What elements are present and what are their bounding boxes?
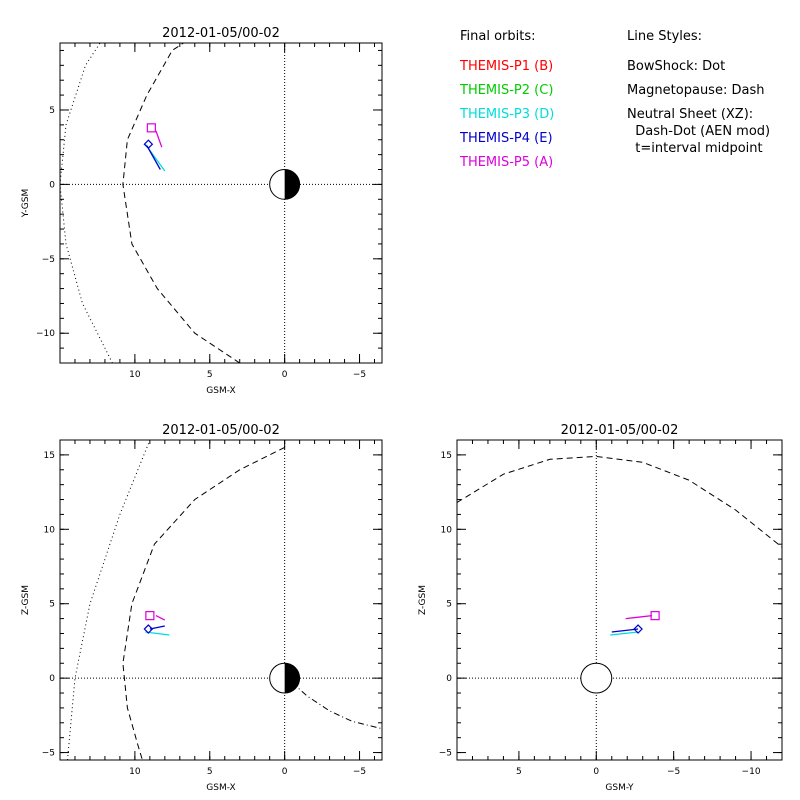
legend-orbits-title: Final orbits: [460,29,536,44]
legend-probe-p2: THEMIS-P2 (C) [459,83,553,98]
marker-themis-p5 [146,123,156,133]
y-tick-label: 10 [44,525,56,535]
x-tick-label: −10 [742,767,761,777]
legend-style-bowshock: BowShock: Dot [627,59,725,74]
legend-probe-p1: THEMIS-P1 (B) [459,59,553,74]
y-tick-label: 5 [49,600,55,610]
chart-title: 2012-01-05/00-02 [561,423,679,438]
plot-frame [59,439,383,761]
legend-probe-p4: THEMIS-P4 (E) [459,131,553,146]
bowshock-line [67,440,151,760]
magnetopause-line [122,43,240,363]
y-axis-label: Y-GSM [21,189,31,218]
x-axis-label: GSM-Y [605,783,634,793]
x-axis-label: GSM-X [206,783,235,793]
y-tick-label: −5 [439,749,452,759]
x-tick-label: 0 [282,767,288,777]
earth-night-side [284,663,300,694]
x-tick-label: 10 [129,767,141,777]
orbit-themis-p5 [155,130,163,148]
y-axis-label: Z-GSM [418,585,428,615]
x-tick-label: −5 [353,767,366,777]
y-tick-label: 15 [441,451,452,461]
x-tick-label: 5 [207,767,213,777]
chart-title: 2012-01-05/00-02 [162,423,280,438]
x-tick-label: −5 [353,370,366,380]
earth-circle [580,662,613,694]
y-tick-label: 0 [49,180,55,190]
magnetopause-line [122,446,285,760]
x-tick-label: 5 [516,767,522,777]
plot-area [60,440,382,760]
magnetopause-line [457,455,782,548]
orbit-themis-p5 [155,615,166,621]
legend-styles-title: Line Styles: [627,29,702,44]
plot-frame [456,439,783,761]
marker-themis-p4 [143,139,154,150]
marker-themis-p4 [143,624,154,634]
orbit-themis-p5 [625,614,653,620]
x-tick-label: 5 [207,370,213,380]
legend-probe-p3: THEMIS-P3 (D) [459,107,554,122]
chart-panel-1: 2012-01-05/00-02 GSM-X Y-GSM 10 5 0 −5 −10 −5 0 5 [21,26,383,396]
marker-themis-p4 [633,624,643,634]
chart-panel-2: 2012-01-05/00-02 GSM-X Z-GSM 10 5 0 −5 −5 0 5 10 15 [21,423,383,793]
y-tick-label: 5 [446,600,452,610]
plot-frame [59,42,383,364]
y-tick-label: −5 [42,255,55,265]
x-tick-label: 0 [282,370,288,380]
neutral-sheet-line [291,682,382,730]
chart-title: 2012-01-05/00-02 [162,26,280,41]
chart-panel-3: 2012-01-05/00-02 GSM-Y Z-GSM 5 0 −5 −10 −5 0 5 10 1… [418,423,783,793]
y-tick-label: −5 [42,749,55,759]
plot-area [457,440,782,760]
legend-style-dashdot: Dash-Dot (AEN mod) [627,124,770,139]
x-tick-label: −5 [667,767,680,777]
plot-area [60,43,382,363]
bowshock-line [60,43,113,363]
y-axis-label: Z-GSM [21,585,31,615]
y-tick-label: 10 [441,525,453,535]
marker-themis-p5 [145,611,155,621]
marker-themis-p5 [650,611,660,621]
legend-style-magnetopause: Magnetopause: Dash [627,83,764,98]
x-tick-label: 10 [129,370,141,380]
x-tick-label: 0 [593,767,599,777]
legend-style-neutral-sheet: Neutral Sheet (XZ): [627,107,753,122]
legend-probe-p5: THEMIS-P5 (A) [459,155,553,170]
y-tick-label: 0 [49,674,55,684]
y-tick-label: 15 [44,451,55,461]
earth-night-side [284,169,300,200]
legend: Final orbits: THEMIS-P1 (B) THEMIS-P2 (C… [459,29,770,170]
orbit-themis-p4 [146,145,161,170]
orbit-themis-p3 [610,631,639,636]
y-tick-label: 0 [446,674,452,684]
y-tick-label: −10 [36,329,55,339]
legend-style-midpoint: t=interval midpoint [627,141,763,156]
x-axis-label: GSM-X [206,386,235,396]
y-tick-label: 5 [49,106,55,116]
